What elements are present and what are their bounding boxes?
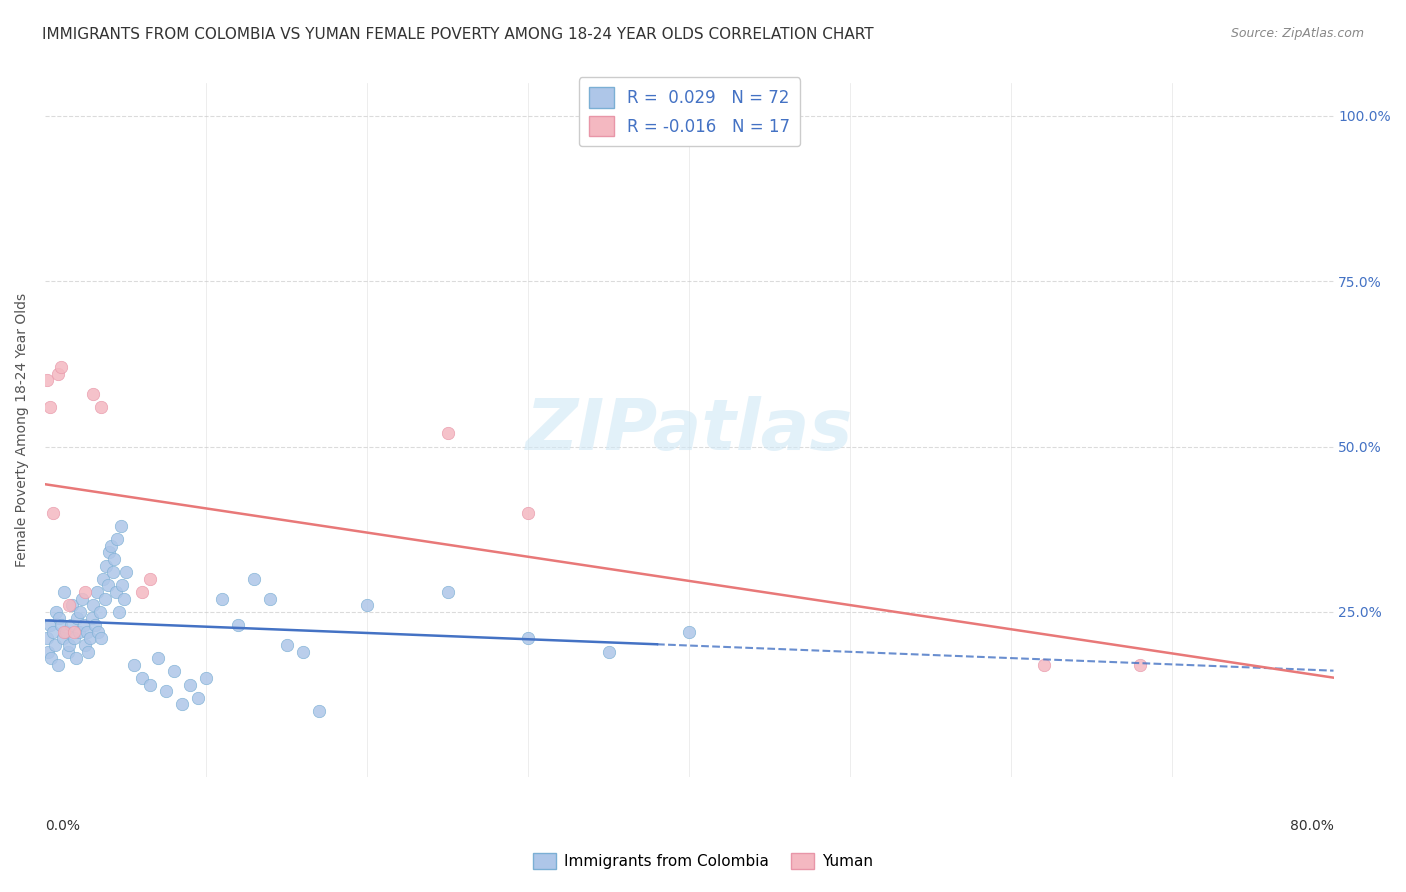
Point <box>356 599 378 613</box>
Point <box>107 532 129 546</box>
Point <box>276 638 298 652</box>
Point <box>97 578 120 592</box>
Point <box>308 704 330 718</box>
Point <box>163 665 186 679</box>
Point <box>67 624 90 639</box>
Point <box>58 599 80 613</box>
Point <box>517 632 540 646</box>
Point <box>53 624 76 639</box>
Point <box>48 611 70 625</box>
Point <box>46 367 69 381</box>
Point <box>42 624 65 639</box>
Text: ZIPatlas: ZIPatlas <box>526 395 853 465</box>
Point <box>108 605 131 619</box>
Point <box>243 572 266 586</box>
Point <box>187 690 209 705</box>
Point <box>179 678 201 692</box>
Point <box>90 400 112 414</box>
Point <box>56 644 79 658</box>
Point <box>60 599 83 613</box>
Point <box>138 678 160 692</box>
Text: 0.0%: 0.0% <box>45 819 80 833</box>
Point <box>83 618 105 632</box>
Point <box>517 506 540 520</box>
Point <box>90 632 112 646</box>
Point <box>59 618 82 632</box>
Point <box>42 506 65 520</box>
Point <box>93 591 115 606</box>
Point <box>75 585 97 599</box>
Point <box>122 657 145 672</box>
Point <box>52 632 75 646</box>
Point <box>104 585 127 599</box>
Point <box>146 651 169 665</box>
Point <box>87 624 110 639</box>
Point <box>35 632 58 646</box>
Point <box>138 572 160 586</box>
Legend: Immigrants from Colombia, Yuman: Immigrants from Colombia, Yuman <box>527 847 879 875</box>
Y-axis label: Female Poverty Among 18-24 Year Olds: Female Poverty Among 18-24 Year Olds <box>15 293 30 567</box>
Point <box>1032 657 1054 672</box>
Point <box>82 386 104 401</box>
Point <box>1129 657 1152 672</box>
Point <box>436 585 458 599</box>
Point <box>63 632 86 646</box>
Text: Source: ZipAtlas.com: Source: ZipAtlas.com <box>1230 27 1364 40</box>
Point <box>259 591 281 606</box>
Point <box>44 638 66 652</box>
Point <box>155 684 177 698</box>
Point <box>195 671 218 685</box>
Point <box>211 591 233 606</box>
Point <box>598 644 620 658</box>
Point <box>98 545 121 559</box>
Text: IMMIGRANTS FROM COLOMBIA VS YUMAN FEMALE POVERTY AMONG 18-24 YEAR OLDS CORRELATI: IMMIGRANTS FROM COLOMBIA VS YUMAN FEMALE… <box>42 27 873 42</box>
Point <box>678 624 700 639</box>
Point <box>53 585 76 599</box>
Point <box>101 565 124 579</box>
Point <box>46 657 69 672</box>
Point <box>49 360 72 375</box>
Point <box>112 591 135 606</box>
Point <box>41 651 63 665</box>
Point <box>63 624 86 639</box>
Point <box>226 618 249 632</box>
Point <box>111 578 134 592</box>
Point <box>75 638 97 652</box>
Point <box>38 400 60 414</box>
Point <box>79 632 101 646</box>
Point <box>58 638 80 652</box>
Point <box>70 591 93 606</box>
Point <box>72 618 94 632</box>
Text: 80.0%: 80.0% <box>1289 819 1333 833</box>
Point <box>170 698 193 712</box>
Point <box>96 558 118 573</box>
Point <box>82 599 104 613</box>
Point <box>291 644 314 658</box>
Point <box>91 572 114 586</box>
Point <box>80 611 103 625</box>
Point <box>37 644 59 658</box>
Point <box>49 618 72 632</box>
Point <box>35 373 58 387</box>
Point <box>76 624 98 639</box>
Point <box>86 585 108 599</box>
Point <box>65 651 87 665</box>
Point <box>66 611 89 625</box>
Point <box>114 565 136 579</box>
Point <box>38 618 60 632</box>
Point <box>131 671 153 685</box>
Point <box>103 552 125 566</box>
Point <box>69 605 91 619</box>
Point <box>436 426 458 441</box>
Point <box>110 519 132 533</box>
Point <box>45 605 67 619</box>
Point <box>100 539 122 553</box>
Point <box>55 624 77 639</box>
Point <box>77 644 100 658</box>
Point <box>131 585 153 599</box>
Point <box>89 605 111 619</box>
Legend: R =  0.029   N = 72, R = -0.016   N = 17: R = 0.029 N = 72, R = -0.016 N = 17 <box>579 78 800 146</box>
